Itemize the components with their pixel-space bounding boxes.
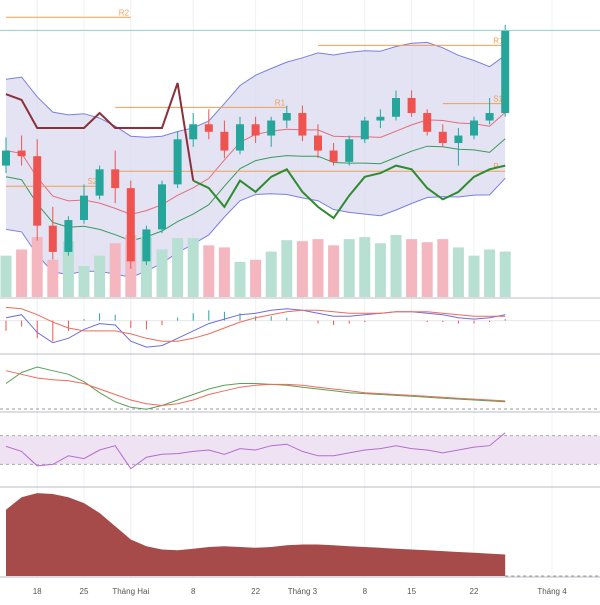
volume-bar-10	[156, 249, 168, 297]
pivot-label-0: R2	[119, 8, 130, 17]
volume-bar-4	[62, 241, 74, 297]
candle-body-30	[470, 120, 478, 136]
volume-bar-32	[499, 251, 511, 297]
pivot-label-2: R1	[275, 98, 286, 107]
volume-bar-24	[374, 243, 386, 297]
candle-body-25	[392, 97, 400, 117]
moving-average-slow-line	[5, 138, 506, 242]
volume-bar-22	[343, 239, 355, 297]
volume-bar-27	[421, 242, 433, 297]
candle-body-19	[298, 113, 307, 136]
volume-bar-26	[406, 239, 418, 297]
candle-body-24	[376, 116, 385, 121]
volume-bar-20	[312, 239, 324, 297]
candle-body-5	[80, 195, 88, 221]
volume-bar-13	[203, 245, 215, 297]
candle-body-12	[189, 124, 198, 140]
macd-line	[5, 308, 506, 348]
volume-bar-17	[265, 251, 277, 297]
candle-body-3	[48, 225, 57, 252]
x-tick-label-4: 22	[251, 587, 260, 596]
candle-body-4	[64, 220, 73, 252]
candle-body-21	[329, 150, 338, 162]
pivot-label-1: R1	[493, 36, 504, 45]
x-tick-label-5: Tháng 3	[288, 587, 318, 596]
x-tick-label-2: Tháng Hai	[112, 587, 149, 596]
macd-signal-line	[5, 306, 506, 342]
candle-body-7	[111, 169, 120, 189]
volume-bar-15	[234, 261, 246, 297]
stoch-d-line	[5, 370, 506, 407]
candle-body-29	[454, 135, 463, 144]
volume-bar-28	[437, 239, 449, 297]
x-tick-label-3: 8	[191, 587, 196, 596]
supertrend-up-line	[192, 164, 506, 220]
volume-bar-2	[31, 237, 43, 297]
volume-bar-30	[468, 255, 480, 297]
candle-body-6	[95, 169, 104, 196]
candle-body-11	[173, 139, 182, 185]
volume-bar-6	[94, 255, 106, 297]
volume-bar-0	[0, 255, 12, 297]
volume-bar-21	[328, 245, 340, 297]
volume-bar-12	[187, 238, 199, 297]
candle-body-15	[236, 124, 244, 151]
volume-bar-18	[281, 240, 293, 297]
x-tick-label-8: 22	[470, 587, 479, 596]
candle-body-2	[33, 156, 42, 226]
candle-body-18	[282, 113, 291, 121]
volume-bar-3	[47, 259, 59, 297]
candle-body-31	[485, 113, 494, 121]
candle-body-13	[204, 124, 213, 132]
candle-body-17	[267, 120, 276, 136]
candle-body-9	[142, 229, 151, 262]
x-tick-label-1: 25	[80, 587, 89, 596]
x-tick-label-0: 18	[33, 587, 42, 596]
x-tick-label-7: 15	[407, 587, 416, 596]
x-tick-label-6: 8	[363, 587, 368, 596]
volume-bar-29	[452, 247, 464, 297]
candle-body-10	[158, 184, 166, 230]
candle-body-23	[360, 120, 369, 140]
volume-bar-25	[390, 235, 402, 297]
pivot-label-3: P	[493, 162, 498, 171]
candle-body-22	[345, 139, 354, 162]
volume-bar-1	[16, 249, 28, 297]
volume-bar-5	[78, 266, 90, 297]
pivot-label-5: S2	[88, 177, 98, 186]
volume-bar-11	[172, 238, 184, 297]
volume-bar-19	[296, 241, 308, 297]
candle-body-14	[220, 131, 229, 151]
volume-bar-23	[359, 237, 371, 297]
candle-body-20	[314, 135, 322, 151]
bollinger-upper-line	[5, 41, 506, 138]
volume-bar-16	[250, 259, 262, 297]
volume-bar-31	[484, 249, 496, 297]
candle-body-8	[126, 188, 135, 262]
volume-bar-14	[218, 247, 230, 297]
candle-body-27	[423, 113, 432, 132]
area-fill	[6, 493, 506, 576]
candle-body-26	[407, 97, 416, 114]
pivot-label-4: S1	[493, 95, 503, 104]
supertrend-down-line	[5, 82, 195, 181]
candle-body-0	[2, 150, 10, 166]
volume-bar-9	[140, 237, 152, 297]
candle-body-28	[438, 131, 447, 144]
rsi-line	[5, 432, 506, 470]
x-tick-label-9: Tháng 4	[537, 587, 567, 596]
volume-bar-7	[109, 243, 121, 297]
candle-body-1	[17, 150, 26, 157]
candle-body-32	[501, 30, 510, 114]
candle-body-16	[251, 124, 260, 136]
